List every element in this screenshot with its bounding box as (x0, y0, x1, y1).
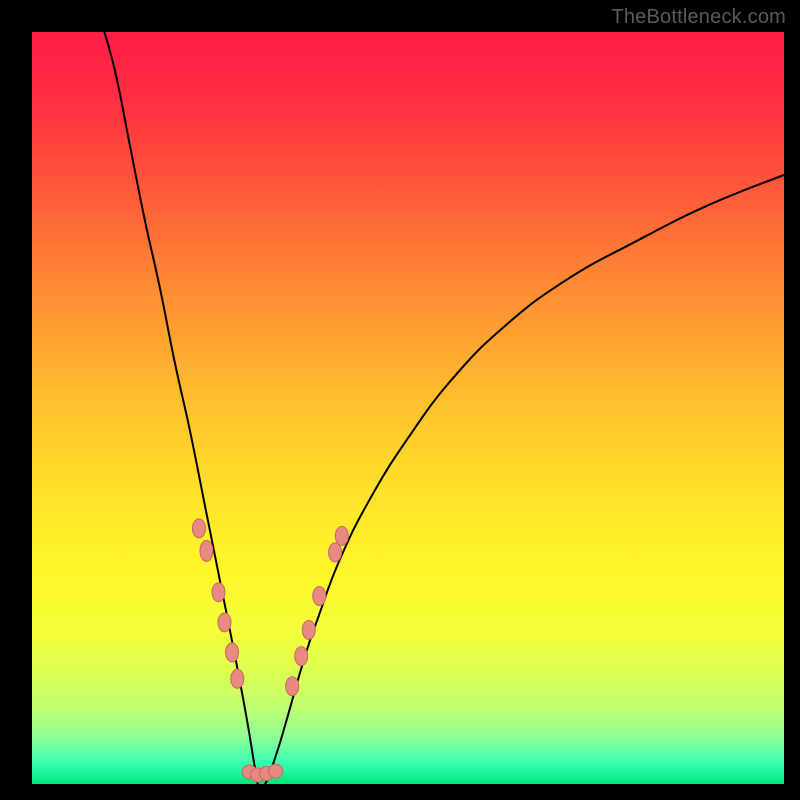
image-frame: TheBottleneck.com (0, 0, 800, 800)
marker-point (329, 543, 342, 562)
marker-point (269, 764, 283, 778)
marker-point (226, 643, 239, 662)
marker-point (302, 620, 315, 639)
marker-point (313, 587, 326, 606)
marker-point (231, 669, 244, 688)
marker-point (335, 526, 348, 545)
marker-point (218, 613, 231, 632)
curve-right-branch (258, 175, 784, 784)
marker-point (295, 647, 308, 666)
marker-point (212, 583, 225, 602)
plot-svg (32, 32, 784, 784)
marker-point (192, 519, 205, 538)
marker-point (286, 677, 299, 696)
watermark-text: TheBottleneck.com (611, 6, 786, 29)
marker-point (200, 540, 213, 561)
plot-area (32, 32, 784, 784)
